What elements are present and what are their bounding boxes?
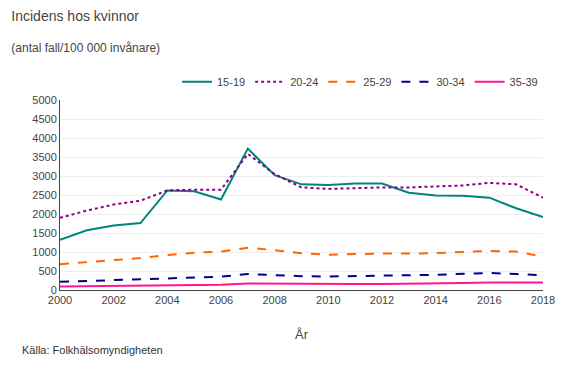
- svg-text:0: 0: [51, 284, 57, 296]
- svg-text:Incidens hos kvinnor: Incidens hos kvinnor: [11, 8, 139, 24]
- svg-text:30-34: 30-34: [436, 76, 464, 88]
- svg-text:5000: 5000: [32, 94, 56, 106]
- svg-text:35-39: 35-39: [510, 76, 538, 88]
- svg-text:1500: 1500: [32, 227, 56, 239]
- svg-text:Källa: Folkhälsomyndigheten: Källa: Folkhälsomyndigheten: [22, 344, 163, 356]
- svg-text:2000: 2000: [32, 208, 56, 220]
- svg-text:500: 500: [38, 265, 56, 277]
- svg-text:25-29: 25-29: [363, 76, 391, 88]
- svg-text:2008: 2008: [262, 294, 286, 306]
- svg-text:4500: 4500: [32, 113, 56, 125]
- svg-text:4000: 4000: [32, 132, 56, 144]
- svg-text:15-19: 15-19: [217, 76, 245, 88]
- svg-text:2014: 2014: [423, 294, 447, 306]
- svg-text:2500: 2500: [32, 189, 56, 201]
- svg-text:2000: 2000: [48, 294, 72, 306]
- svg-text:2004: 2004: [155, 294, 179, 306]
- svg-text:2002: 2002: [101, 294, 125, 306]
- svg-text:2006: 2006: [209, 294, 233, 306]
- svg-text:(antal fall/100 000 invånare): (antal fall/100 000 invånare): [11, 41, 160, 55]
- svg-text:2016: 2016: [477, 294, 501, 306]
- svg-text:20-24: 20-24: [290, 76, 318, 88]
- svg-text:2012: 2012: [370, 294, 394, 306]
- svg-text:1000: 1000: [32, 246, 56, 258]
- svg-text:2010: 2010: [316, 294, 340, 306]
- svg-text:2018: 2018: [531, 294, 555, 306]
- svg-text:3500: 3500: [32, 151, 56, 163]
- svg-text:År: År: [295, 327, 309, 342]
- svg-text:3000: 3000: [32, 170, 56, 182]
